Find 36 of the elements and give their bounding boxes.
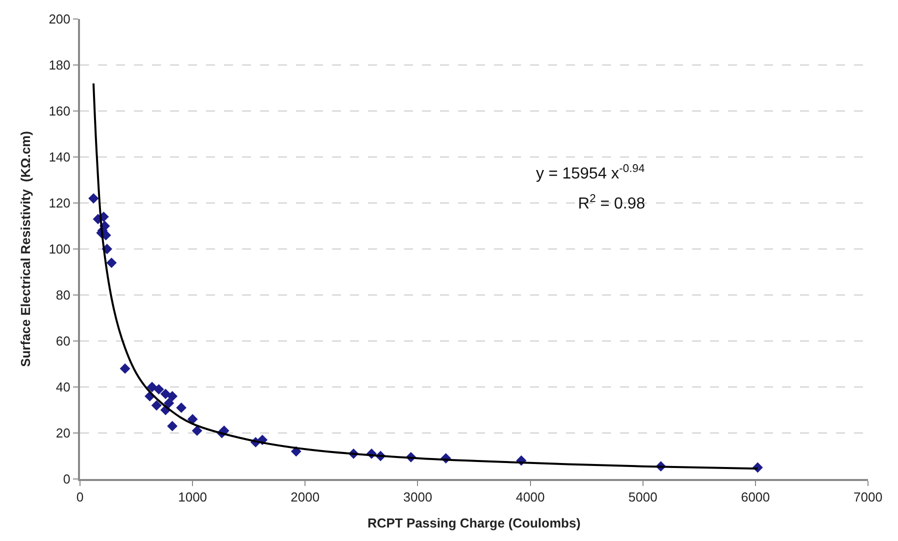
x-tick-label: 3000 — [403, 490, 432, 505]
point — [160, 388, 171, 400]
point — [164, 398, 174, 408]
point — [154, 384, 164, 394]
x-tick-label: 4000 — [516, 490, 545, 505]
y-tick-label: 40 — [56, 380, 70, 395]
x-axis-title: RCPT Passing Charge (Coulombs) — [367, 516, 581, 531]
y-tick-label: 60 — [56, 334, 70, 349]
point — [192, 426, 202, 436]
y-tick-label: 0 — [63, 472, 70, 487]
x-tick-label: 7000 — [854, 490, 882, 505]
y-axis-title: Surface Electrical Resistivity (KΩ.cm) — [18, 131, 34, 367]
point — [176, 402, 187, 413]
y-tick-label: 100 — [48, 242, 70, 257]
y-tick-label: 20 — [56, 426, 70, 441]
point — [167, 391, 178, 402]
x-tick-label: 0 — [76, 490, 84, 505]
y-tick-label: 160 — [48, 104, 70, 119]
x-tick-label: 2000 — [290, 490, 320, 505]
point — [187, 414, 198, 424]
annotation: y = 15954 x$^{-0.94}$ — [536, 163, 645, 183]
point — [151, 400, 162, 411]
point — [106, 258, 117, 268]
x-tick-label: 1000 — [178, 490, 208, 505]
y-tick-label: 140 — [48, 150, 70, 165]
y-tick-label: 180 — [48, 58, 70, 73]
y-tick-label: 200 — [48, 12, 70, 27]
point — [88, 193, 99, 204]
annotation: R$^{2}$ = 0.98 — [578, 193, 646, 213]
y-tick-label: 80 — [56, 288, 70, 303]
point — [146, 382, 158, 392]
point — [120, 363, 130, 374]
point — [167, 420, 178, 432]
x-tick-label: 6000 — [740, 490, 770, 505]
x-tick-label: 5000 — [628, 490, 658, 505]
y-tick-label: 120 — [48, 196, 70, 211]
